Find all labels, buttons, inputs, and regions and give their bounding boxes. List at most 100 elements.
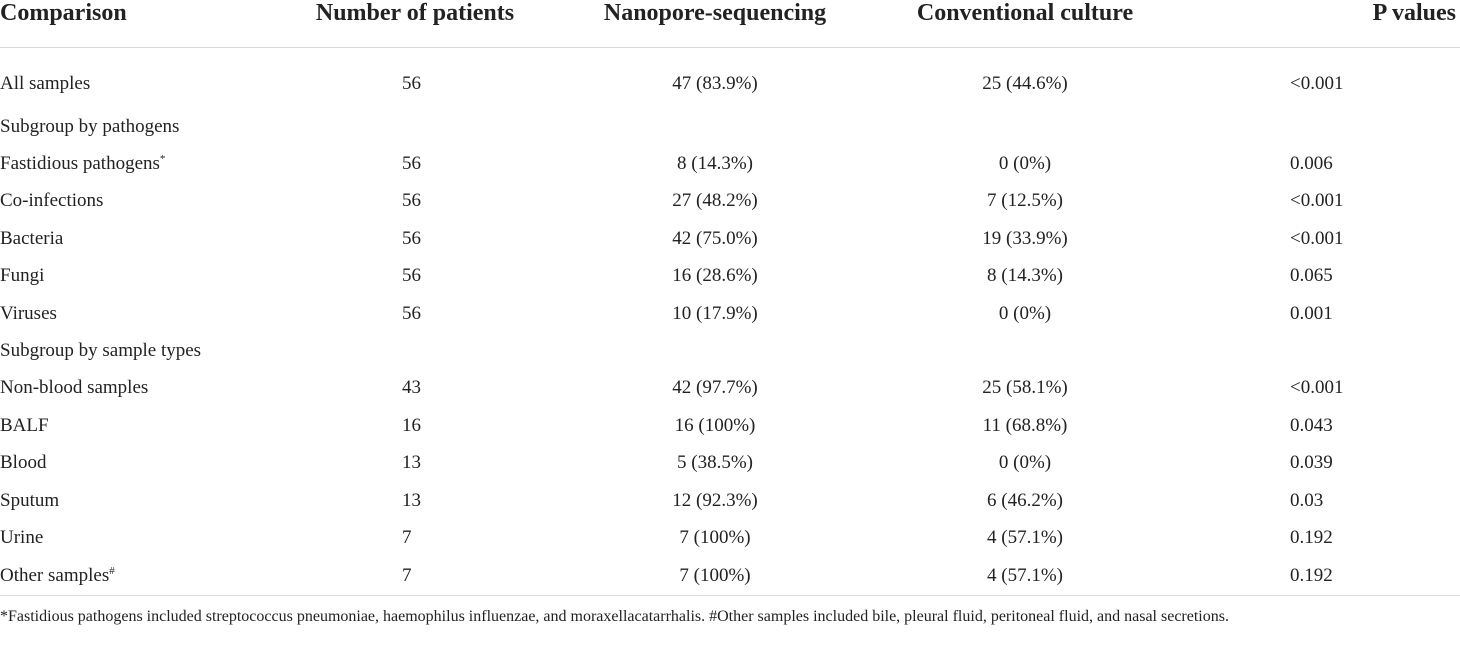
row-label-cell: Sputum (0, 482, 265, 519)
patients-count-cell: 56 (402, 190, 421, 212)
p-value-cell: 0.192 (1185, 556, 1460, 596)
culture-result-cell: 8 (14.3%) (987, 265, 1063, 287)
row-label-cell: Co-infections (0, 183, 265, 220)
p-value-cell: <0.001 (1290, 377, 1344, 399)
table-row: Other samples# 7 7 (100%) 4 (57.1%) 0.192 (0, 556, 1460, 596)
footnote-marker: * (159, 153, 166, 166)
table-row: Sputum 13 12 (92.3%) 6 (46.2%) 0.03 (0, 482, 1460, 519)
patients-count-cell: 56 (402, 227, 421, 249)
culture-result-cell: 0 (0%) (998, 302, 1052, 324)
row-label-cell: Bacteria (0, 220, 265, 257)
row-label: Fastidious pathogens (0, 153, 160, 175)
table-row: Viruses 56 10 (17.9%) 0 (0%) 0.001 (0, 295, 1460, 332)
culture-result-cell (865, 332, 1185, 369)
table-row: All samples 56 47 (83.9%) 25 (44.6%) <0.001 (0, 48, 1460, 109)
header-conventional-culture: Conventional culture (865, 0, 1185, 48)
table-row: Urine 7 7 (100%) 4 (57.1%) 0.192 (0, 519, 1460, 556)
row-label: All samples (0, 73, 91, 94)
row-label: Fungi (0, 265, 45, 287)
patients-count-cell: 56 (402, 73, 421, 94)
culture-result-cell: 11 (68.8%) (982, 414, 1068, 436)
row-label: Blood (0, 452, 47, 474)
header-number-of-patients: Number of patients (265, 0, 565, 48)
row-label: Bacteria (0, 227, 64, 249)
culture-result-cell: 0 (0%) (998, 153, 1052, 175)
row-label: Viruses (0, 302, 57, 324)
p-value-cell (1185, 332, 1460, 369)
p-value-cell: 0.001 (1290, 302, 1333, 324)
row-label-cell: Subgroup by pathogens (0, 108, 265, 145)
culture-result-cell: 6 (46.2%) (987, 489, 1063, 511)
p-value-cell: <0.001 (1290, 190, 1344, 212)
row-label-cell: BALF (0, 407, 265, 444)
p-value-cell: <0.001 (1290, 227, 1344, 249)
row-label: BALF (0, 414, 49, 436)
table-footnote: *Fastidious pathogens included streptoco… (0, 608, 1229, 625)
culture-result-cell: 7 (12.5%) (987, 190, 1063, 212)
table-row: BALF 16 16 (100%) 11 (68.8%) 0.043 (0, 407, 1460, 444)
culture-result-cell (865, 108, 1185, 145)
patients-count-cell: 16 (402, 414, 421, 436)
nanopore-result-cell: 16 (100%) (674, 414, 756, 436)
patients-count-cell (265, 108, 565, 145)
nanopore-result-cell: 47 (83.9%) (672, 73, 758, 94)
row-label-cell: Fastidious pathogens* (0, 145, 265, 182)
culture-result-cell: 25 (58.1%) (982, 377, 1068, 399)
nanopore-result-cell (565, 332, 865, 369)
culture-result-cell: 4 (57.1%) (987, 526, 1063, 548)
p-value-cell (1185, 108, 1460, 145)
patients-count-cell: 56 (402, 265, 421, 287)
table-row: Blood 13 5 (38.5%) 0 (0%) 0.039 (0, 445, 1460, 482)
nanopore-result-cell: 7 (100%) (565, 556, 865, 596)
table-row: Bacteria 56 42 (75.0%) 19 (33.9%) <0.001 (0, 220, 1460, 257)
nanopore-result-cell (565, 108, 865, 145)
nanopore-result-cell: 5 (38.5%) (677, 452, 753, 474)
row-label: Non-blood samples (0, 377, 149, 399)
row-label: Subgroup by pathogens (0, 115, 180, 137)
table-row: Fungi 56 16 (28.6%) 8 (14.3%) 0.065 (0, 258, 1460, 295)
culture-result-cell: 25 (44.6%) (982, 73, 1068, 94)
p-value-cell: <0.001 (1290, 73, 1344, 94)
patients-count-cell: 7 (402, 526, 412, 548)
table-row: Fastidious pathogens* 56 8 (14.3%) 0 (0%) 0.… (0, 145, 1460, 182)
nanopore-result-cell: 12 (92.3%) (672, 489, 758, 511)
row-label-cell: All samples (0, 48, 265, 109)
row-label-cell: Urine (0, 519, 265, 556)
results-table-container: Comparison Number of patients Nanopore-s… (0, 0, 1460, 596)
header-p-values: P values (1185, 0, 1460, 48)
nanopore-result-cell: 7 (100%) (679, 526, 751, 548)
header-nanopore-sequencing: Nanopore-sequencing (565, 0, 865, 48)
row-label-cell: Other samples# (0, 556, 265, 596)
patients-count-cell: 56 (402, 302, 421, 324)
row-label-cell: Non-blood samples (0, 370, 265, 407)
table-row: Subgroup by pathogens (0, 108, 1460, 145)
row-label-cell: Fungi (0, 258, 265, 295)
nanopore-result-cell: 42 (97.7%) (672, 377, 758, 399)
patients-count-cell: 7 (265, 556, 565, 596)
row-label: Sputum (0, 489, 60, 511)
table-row: Non-blood samples 43 42 (97.7%) 25 (58.1%) <… (0, 370, 1460, 407)
row-label-cell: Subgroup by sample types (0, 332, 265, 369)
p-value-cell: 0.039 (1290, 452, 1333, 474)
p-value-cell: 0.006 (1290, 153, 1333, 175)
table-row: Co-infections 56 27 (48.2%) 7 (12.5%) <0.001 (0, 183, 1460, 220)
nanopore-result-cell: 16 (28.6%) (672, 265, 758, 287)
table-header: Comparison Number of patients Nanopore-s… (0, 0, 1460, 48)
p-value-cell: 0.03 (1290, 489, 1324, 511)
row-label-cell: Blood (0, 445, 265, 482)
nanopore-result-cell: 42 (75.0%) (672, 227, 758, 249)
p-value-cell: 0.043 (1290, 414, 1333, 436)
header-comparison: Comparison (0, 0, 265, 48)
comparison-table: Comparison Number of patients Nanopore-s… (0, 0, 1460, 596)
p-value-cell: 0.192 (1290, 526, 1333, 548)
culture-result-cell: 19 (33.9%) (982, 227, 1068, 249)
nanopore-result-cell: 8 (14.3%) (677, 153, 753, 175)
header-row: Comparison Number of patients Nanopore-s… (0, 0, 1460, 48)
nanopore-result-cell: 27 (48.2%) (672, 190, 758, 212)
row-label-cell: Viruses (0, 295, 265, 332)
patients-count-cell (265, 332, 565, 369)
nanopore-result-cell: 10 (17.9%) (672, 302, 758, 324)
row-label: Other samples (0, 564, 110, 586)
culture-result-cell: 4 (57.1%) (865, 556, 1185, 596)
p-value-cell: 0.065 (1290, 265, 1333, 287)
